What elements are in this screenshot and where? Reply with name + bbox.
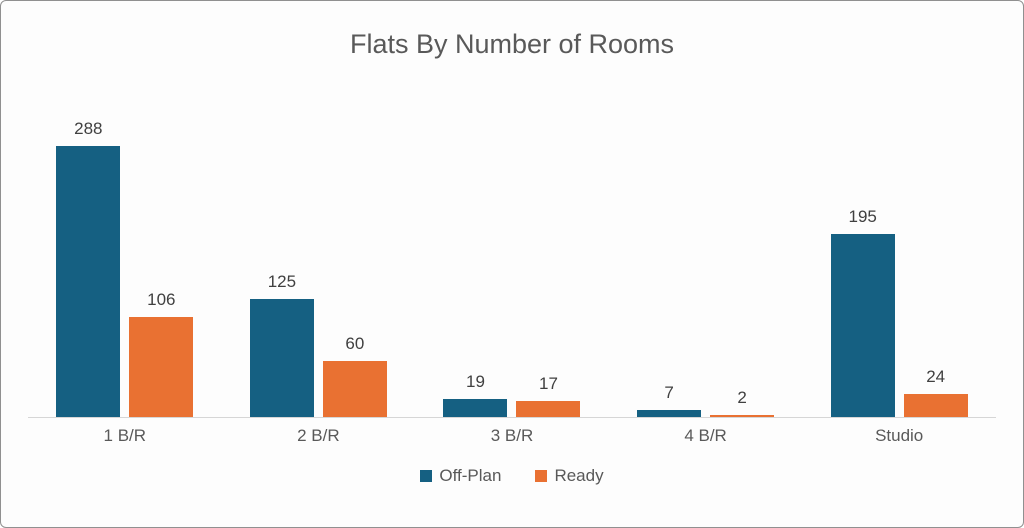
bar-group-4br: 7 2 (609, 87, 803, 417)
data-label-offplan-4br: 7 (664, 383, 674, 402)
legend-label-ready: Ready (554, 466, 604, 485)
legend-item-offplan: Off-Plan (420, 466, 501, 486)
bar-wrap: 24 (903, 367, 968, 417)
bar-wrap: 19 (443, 372, 508, 417)
bar-wrap: 2 (710, 388, 775, 417)
plot-area-wrapper: 288 106 125 60 (1, 87, 1023, 446)
data-label-ready-studio: 24 (926, 367, 946, 386)
data-label-offplan-3br: 19 (466, 372, 485, 391)
bar-offplan-4br (637, 410, 702, 417)
chart-title: Flats By Number of Rooms (349, 29, 675, 59)
bar-ready-3br (516, 401, 581, 417)
bar-wrap: 60 (322, 334, 387, 417)
bar-offplan-2br (249, 299, 314, 417)
bar-ready-1br (129, 317, 194, 417)
data-label-offplan-1br: 288 (74, 119, 103, 138)
bar-wrap: 288 (56, 119, 121, 417)
bar-wrap: 125 (249, 272, 314, 417)
legend-swatch-ready (535, 470, 548, 482)
bar-wrap: 17 (516, 374, 581, 417)
legend-item-ready: Ready (535, 466, 604, 486)
data-label-ready-4br: 2 (737, 388, 747, 407)
bar-ready-4br (710, 415, 775, 417)
data-label-ready-3br: 17 (539, 374, 558, 393)
data-label-offplan-2br: 125 (267, 272, 297, 291)
bar-wrap: 7 (637, 383, 702, 417)
legend-label-offplan: Off-Plan (439, 466, 502, 485)
plot-area: 288 106 125 60 (28, 87, 996, 418)
bar-offplan-3br (443, 399, 508, 417)
data-label-ready-2br: 60 (345, 334, 365, 353)
bar-ready-studio (903, 394, 968, 417)
category-label-1br: 1 B/R (103, 426, 147, 445)
bar-group-studio: 195 24 (802, 87, 996, 417)
category-label-4br: 4 B/R (684, 426, 727, 445)
data-label-offplan-studio: 195 (848, 207, 877, 226)
category-axis: 1 B/R 2 B/R 3 B/R 4 B/R Studio (28, 426, 996, 446)
bar-ready-2br (322, 361, 387, 417)
bar-group-2br: 125 60 (222, 87, 416, 417)
bar-group-3br: 19 17 (415, 87, 609, 417)
category-label-studio: Studio (875, 426, 924, 445)
legend-swatch-offplan (420, 470, 433, 482)
category-label-3br: 3 B/R (490, 426, 534, 445)
bar-wrap: 106 (129, 290, 194, 417)
bar-wrap: 195 (830, 207, 895, 417)
data-label-ready-1br: 106 (147, 290, 176, 309)
legend: Off-Plan Ready (1, 466, 1023, 486)
category-label-2br: 2 B/R (297, 426, 340, 445)
bar-offplan-studio (830, 234, 895, 417)
bar-offplan-1br (56, 146, 121, 417)
bar-group-1br: 288 106 (28, 87, 222, 417)
